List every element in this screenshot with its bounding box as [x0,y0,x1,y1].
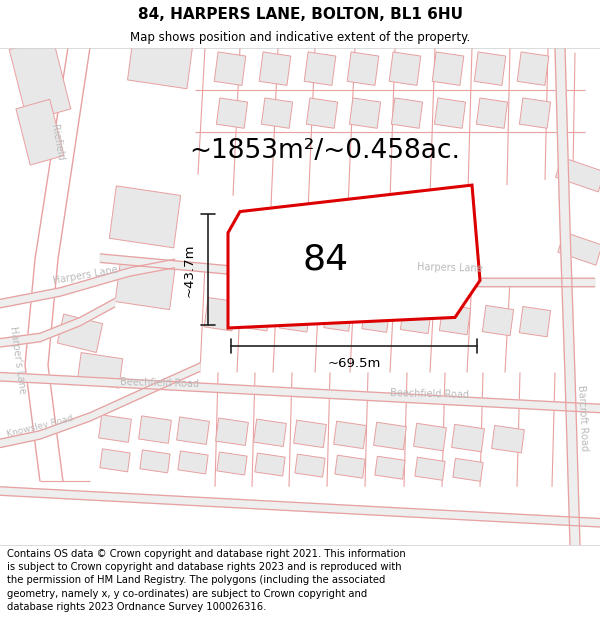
Polygon shape [109,186,181,248]
Polygon shape [178,451,208,474]
Polygon shape [58,314,103,352]
Polygon shape [347,52,379,86]
Polygon shape [400,303,431,334]
Polygon shape [217,98,248,128]
Text: Harpers Lane: Harpers Lane [52,264,118,286]
Polygon shape [215,418,248,446]
Polygon shape [139,416,172,443]
Text: 84, HARPERS LANE, BOLTON, BL1 6HU: 84, HARPERS LANE, BOLTON, BL1 6HU [137,7,463,22]
Polygon shape [520,98,551,128]
Polygon shape [304,52,336,86]
Polygon shape [558,232,600,265]
Polygon shape [115,262,175,309]
Polygon shape [324,301,352,331]
Polygon shape [375,456,405,479]
Polygon shape [255,453,285,476]
Polygon shape [334,421,367,449]
Polygon shape [254,419,286,446]
Polygon shape [9,38,71,121]
Polygon shape [432,52,464,86]
Polygon shape [217,452,247,475]
Polygon shape [452,424,484,452]
Polygon shape [520,306,551,337]
Polygon shape [140,450,170,473]
Polygon shape [279,299,311,332]
Text: Beechfield Road: Beechfield Road [121,377,200,389]
Text: Knowsley Road: Knowsley Road [6,414,74,439]
Polygon shape [517,52,549,86]
Text: Map shows position and indicative extent of the property.: Map shows position and indicative extent… [130,31,470,44]
Polygon shape [228,185,480,328]
Polygon shape [415,458,445,480]
Text: Harpers Lane: Harpers Lane [417,262,483,274]
Polygon shape [77,352,123,388]
Polygon shape [100,254,595,287]
Polygon shape [0,487,600,527]
Polygon shape [100,449,130,472]
Text: Harper's Lane: Harper's Lane [8,326,28,394]
Polygon shape [555,48,580,545]
Polygon shape [556,157,600,192]
Text: Barcroft Road: Barcroft Road [576,384,590,451]
Polygon shape [439,304,470,335]
Polygon shape [0,259,175,308]
Polygon shape [491,426,524,453]
Polygon shape [374,422,406,450]
Text: ~69.5m: ~69.5m [328,357,380,369]
Polygon shape [295,454,325,477]
Polygon shape [293,420,326,447]
Polygon shape [0,363,200,448]
Polygon shape [262,98,293,128]
Polygon shape [349,98,380,128]
Polygon shape [389,52,421,86]
Polygon shape [128,38,193,89]
Polygon shape [391,98,422,128]
Text: Contains OS data © Crown copyright and database right 2021. This information
is : Contains OS data © Crown copyright and d… [7,549,406,612]
Polygon shape [0,372,600,413]
Polygon shape [16,99,64,165]
Text: ~1853m²/~0.458ac.: ~1853m²/~0.458ac. [189,138,460,164]
Polygon shape [482,306,514,336]
Polygon shape [413,423,446,451]
Text: Beechfield Road: Beechfield Road [391,388,470,399]
Polygon shape [453,458,483,481]
Polygon shape [362,302,390,332]
Text: Riefield: Riefield [49,124,65,162]
Polygon shape [474,52,506,86]
Text: ~43.7m: ~43.7m [183,243,196,296]
Polygon shape [176,417,209,444]
Polygon shape [98,415,131,442]
Text: 84: 84 [302,242,349,276]
Polygon shape [204,298,236,331]
Polygon shape [307,98,338,128]
Polygon shape [214,52,246,86]
Polygon shape [335,455,365,478]
Polygon shape [434,98,466,128]
Polygon shape [476,98,508,128]
Polygon shape [0,298,115,347]
Polygon shape [259,52,291,86]
Polygon shape [239,298,271,331]
